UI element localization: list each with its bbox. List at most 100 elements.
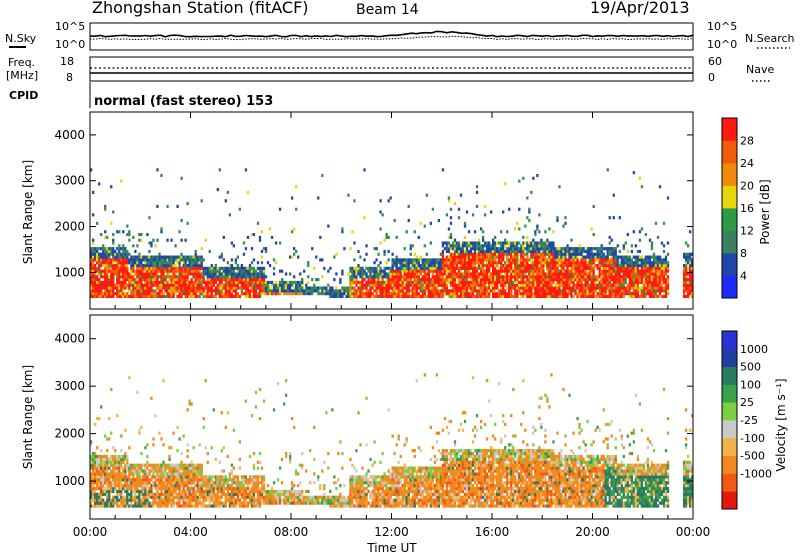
range-time-cell [554, 292, 557, 296]
range-time-cell [184, 269, 187, 273]
range-time-cell [168, 501, 171, 505]
range-time-cell [156, 266, 159, 270]
range-time-cell [148, 504, 151, 508]
range-time-cell [112, 289, 115, 293]
range-time-cell [365, 280, 368, 284]
range-time-cell [138, 275, 141, 279]
range-time-cell [429, 269, 432, 273]
range-time-cell [582, 286, 585, 290]
range-time-cell [419, 283, 422, 287]
range-time-cell [447, 199, 451, 203]
range-time-cell [156, 501, 159, 505]
range-time-cell [542, 255, 545, 259]
range-time-cell [232, 275, 236, 279]
range-time-cell [174, 492, 177, 496]
range-time-cell [475, 283, 479, 287]
range-time-cell [449, 252, 453, 256]
range-time-cell [494, 280, 497, 284]
range-time-cell [492, 294, 495, 299]
range-time-cell [455, 283, 459, 287]
range-time-cell [132, 466, 135, 470]
range-time-cell [405, 280, 408, 284]
range-time-cell [566, 263, 569, 268]
range-time-cell [433, 258, 437, 262]
range-time-cell [467, 244, 471, 248]
range-time-cell [178, 437, 181, 441]
range-time-cell [90, 252, 93, 256]
range-time-cell [337, 292, 340, 296]
range-time-cell [132, 294, 135, 299]
range-time-cell [652, 289, 656, 293]
range-time-cell [102, 463, 105, 467]
range-time-cell [558, 185, 561, 189]
range-time-cell [369, 269, 372, 273]
range-time-cell [548, 280, 551, 284]
range-time-cell [405, 258, 408, 262]
range-time-cell [662, 289, 666, 293]
range-time-cell [100, 501, 103, 505]
range-time-cell [393, 278, 396, 282]
range-time-cell [176, 478, 179, 482]
range-time-cell [222, 258, 225, 262]
range-time-cell [690, 258, 694, 262]
range-time-cell [479, 263, 483, 268]
range-time-cell [586, 266, 589, 270]
range-time-cell [686, 280, 690, 284]
range-time-cell [483, 294, 487, 299]
range-time-cell [148, 261, 151, 265]
range-time-cell [548, 261, 551, 265]
range-time-cell [98, 289, 101, 293]
range-time-cell [449, 283, 453, 287]
range-time-cell [118, 252, 121, 256]
range-time-cell [262, 289, 266, 293]
range-time-cell [558, 275, 561, 279]
range-time-cell [479, 249, 483, 254]
range-time-cell [660, 289, 664, 293]
range-time-cell [124, 495, 127, 499]
power-y-axis-label: Slant Range [km] [21, 160, 35, 264]
range-time-cell [156, 489, 159, 494]
range-time-cell [130, 495, 133, 499]
range-time-cell [592, 261, 595, 265]
range-time-cell [554, 255, 557, 259]
range-time-cell [192, 269, 195, 273]
range-time-cell [614, 263, 617, 268]
range-time-cell [248, 266, 252, 270]
range-time-cell [343, 247, 346, 251]
range-time-cell [106, 437, 109, 441]
range-time-cell [586, 263, 589, 268]
range-time-cell [429, 221, 432, 225]
range-time-cell [92, 252, 95, 256]
range-time-cell [560, 266, 563, 270]
range-time-cell [188, 263, 191, 268]
range-time-cell [130, 275, 133, 279]
range-time-cell [104, 204, 107, 208]
range-time-cell [375, 269, 378, 273]
range-time-cell [684, 283, 688, 287]
range-time-cell [475, 266, 479, 270]
range-time-cell [652, 252, 656, 256]
range-time-cell [126, 266, 129, 270]
range-time-cell [94, 289, 97, 293]
range-time-cell [504, 182, 507, 186]
range-time-cell [138, 431, 141, 435]
range-time-cell [469, 255, 473, 259]
range-time-cell [588, 294, 591, 299]
range-time-cell [102, 252, 105, 256]
range-time-cell [114, 249, 117, 254]
range-time-cell [502, 289, 505, 293]
range-time-cell [459, 244, 463, 248]
range-time-cell [353, 289, 356, 293]
range-time-cell [574, 278, 577, 282]
range-time-cell [136, 280, 139, 284]
range-time-cell [598, 258, 601, 262]
range-time-cell [262, 280, 266, 284]
range-time-cell [568, 283, 571, 287]
range-time-cell [150, 272, 153, 276]
range-time-cell [638, 263, 642, 268]
range-time-cell [590, 289, 593, 293]
range-time-cell [437, 289, 441, 293]
range-time-cell [146, 292, 149, 296]
range-time-cell [481, 249, 485, 254]
range-time-cell [146, 492, 149, 496]
